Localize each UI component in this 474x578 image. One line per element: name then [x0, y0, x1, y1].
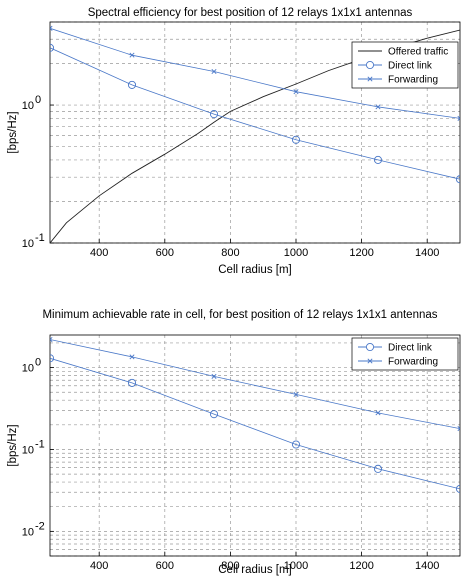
y-tick-label: 10 -2 — [22, 520, 45, 538]
data-point — [209, 410, 219, 419]
legend: Direct link Forwarding — [351, 337, 459, 371]
data-point — [457, 426, 460, 432]
x-tick-label: 1200 — [349, 560, 373, 572]
x-tick-label: 400 — [90, 560, 108, 572]
y-axis-label: [bps/Hz] — [7, 424, 19, 466]
data-point — [127, 80, 137, 89]
x-tick-label: 1000 — [284, 560, 308, 572]
y-tick-base: 10 — [22, 100, 34, 112]
y-tick-exponent: -2 — [35, 520, 45, 532]
legend-label: Direct link — [388, 61, 433, 72]
data-point — [50, 354, 55, 363]
y-tick-base: 10 — [22, 526, 34, 538]
data-point — [293, 391, 299, 397]
legend-item: Forwarding — [358, 357, 438, 368]
x-axis-label: Cell radius [m] — [218, 564, 292, 576]
data-point — [211, 69, 217, 75]
data-point — [373, 155, 383, 164]
data-point — [50, 25, 53, 31]
legend-item: Forwarding — [358, 75, 438, 86]
data-point — [455, 175, 460, 184]
y-tick-base: 10 — [22, 238, 34, 250]
series-direct-link — [50, 43, 460, 184]
series-direct-link — [50, 354, 460, 493]
series-line — [50, 357, 460, 490]
legend-marker — [367, 358, 373, 364]
data-point — [209, 110, 219, 119]
data-point — [50, 43, 55, 52]
legend-marker — [367, 76, 373, 82]
x-tick-label: 1400 — [415, 560, 439, 572]
grid — [50, 335, 460, 557]
y-axis-label: [bps/Hz] — [7, 111, 19, 153]
y-tick-label: 10 0 — [22, 94, 41, 112]
series-forwarding — [50, 25, 460, 121]
grid — [50, 21, 460, 244]
x-tick-label: 600 — [156, 247, 174, 259]
series-line — [50, 47, 460, 180]
y-tick-label: 10 -1 — [22, 438, 45, 456]
legend-item: Direct link — [358, 61, 433, 72]
axes-box — [49, 334, 461, 557]
legend-label: Forwarding — [388, 75, 438, 86]
y-tick-base: 10 — [22, 363, 34, 375]
legend-item: Offered traffic — [358, 47, 448, 58]
x-tick-label: 1000 — [284, 247, 308, 259]
data-point — [129, 354, 135, 360]
data-point — [375, 104, 381, 110]
data-point — [211, 373, 217, 379]
series-forwarding — [50, 337, 460, 432]
legend-label: Forwarding — [388, 357, 438, 368]
y-tick-label: 10 0 — [22, 357, 41, 375]
chart-title: Spectral efficiency for best position of… — [88, 7, 413, 19]
x-tick-label: 800 — [221, 247, 239, 259]
y-tick-exponent: -1 — [35, 232, 45, 244]
data-point — [291, 440, 301, 449]
y-tick-exponent: -1 — [35, 438, 45, 450]
x-tick-label: 1200 — [349, 247, 373, 259]
legend-marker — [365, 342, 375, 352]
data-point — [455, 484, 460, 493]
data-point — [127, 378, 137, 387]
axes-box — [49, 21, 461, 244]
chart-2: Minimum achievable rate in cell, for bes… — [7, 309, 461, 576]
chart-title: Minimum achievable rate in cell, for bes… — [42, 309, 437, 321]
data-point — [50, 337, 53, 343]
legend-label: Direct link — [388, 343, 433, 354]
x-tick-label: 600 — [156, 560, 174, 572]
series-line — [50, 339, 460, 429]
chart-1: Spectral efficiency for best position of… — [7, 7, 461, 276]
x-tick-label: 800 — [221, 560, 239, 572]
y-tick-label: 10 -1 — [22, 232, 45, 250]
plot-area — [50, 335, 460, 556]
y-tick-exponent: 0 — [35, 94, 41, 106]
data-point — [373, 464, 383, 473]
legend: Offered traffic Direct link Forwarding — [351, 41, 459, 89]
data-point — [291, 135, 301, 144]
series-line — [50, 27, 460, 119]
data-point — [129, 52, 135, 58]
data-point — [457, 115, 460, 121]
legend-item: Direct link — [358, 343, 433, 354]
legend-label: Offered traffic — [388, 47, 448, 58]
data-point — [375, 410, 381, 416]
legend-marker — [365, 60, 375, 70]
y-tick-base: 10 — [22, 444, 34, 456]
x-tick-label: 1400 — [415, 247, 439, 259]
y-tick-exponent: 0 — [35, 357, 41, 369]
data-point — [293, 89, 299, 95]
x-tick-label: 400 — [90, 247, 108, 259]
x-axis-label: Cell radius [m] — [218, 264, 292, 276]
